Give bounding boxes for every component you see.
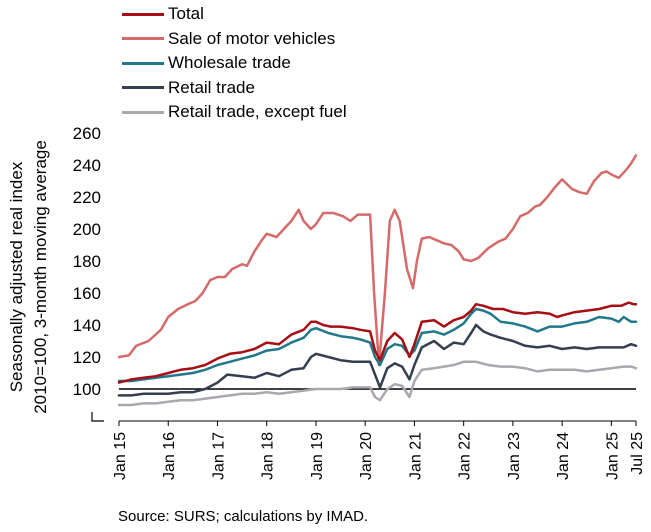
legend-item-motor-vehicles: Sale of motor vehicles [122, 27, 347, 52]
y-axis-label-line: 2010=100, 3-month moving average [31, 140, 50, 414]
legend-label-motor-vehicles: Sale of motor vehicles [168, 28, 336, 48]
legend-swatch-retail-except-fuel [122, 110, 164, 114]
y-tick-label: 260 [73, 124, 101, 143]
y-tick-label: 140 [73, 316, 101, 335]
axis-break-line [91, 412, 104, 422]
x-tick-label: Jan 17 [210, 432, 227, 480]
x-tick-label: Jul 25 [629, 432, 646, 475]
x-tick-label: Jan 25 [604, 432, 621, 480]
legend-item-total: Total [122, 2, 347, 27]
series-lines [117, 154, 638, 407]
y-tick-label: 220 [73, 188, 101, 207]
series-line-wholesale-trade [117, 307, 638, 383]
x-tick-label: Jan 22 [457, 432, 474, 480]
x-tick-label: Jan 23 [506, 432, 523, 480]
legend-swatch-total [122, 12, 164, 16]
legend-item-retail: Retail trade [122, 76, 347, 101]
legend-swatch-wholesale [122, 61, 164, 65]
y-tick-label: 100 [73, 380, 101, 399]
y-tick-label: 120 [73, 348, 101, 367]
legend: Total Sale of motor vehicles Wholesale t… [122, 2, 347, 125]
legend-swatch-retail [122, 86, 164, 90]
legend-label-retail: Retail trade [168, 77, 255, 97]
y-axis-ticks: 100 120 140 160 180 200 220 240 260 [73, 124, 101, 399]
y-axis-label-line: Seasonally adjusted real index [7, 161, 26, 392]
legend-label-total: Total [168, 4, 204, 24]
x-tick-label: Jan 20 [358, 432, 375, 480]
y-tick-label: 180 [73, 252, 101, 271]
x-tick-label: Jan 19 [309, 432, 326, 480]
series-line-retail-trade [117, 323, 638, 397]
source-note: Source: SURS; calculations by IMAD. [118, 508, 369, 525]
legend-swatch-motor-vehicles [122, 37, 164, 41]
legend-item-retail-except-fuel: Retail trade, except fuel [122, 100, 347, 125]
y-tick-label: 200 [73, 220, 101, 239]
legend-label-wholesale: Wholesale trade [168, 53, 291, 73]
x-tick-label: Jan 21 [407, 432, 424, 480]
y-tick-label: 160 [73, 284, 101, 303]
x-tick-label: Jan 15 [112, 432, 129, 480]
y-tick-label: 240 [73, 156, 101, 175]
y-axis-label: Seasonally adjusted real index 2010=100, … [7, 140, 50, 414]
x-tick-label: Jan 18 [260, 432, 277, 480]
series-line-sale-of-motor-vehicles [117, 154, 638, 367]
legend-label-retail-except-fuel: Retail trade, except fuel [168, 102, 347, 122]
axis-break-marker [91, 412, 104, 422]
x-axis-ticks: Jan 15 Jan 16 Jan 17 Jan 18 Jan 19 Jan 20 Jan … [112, 420, 646, 480]
legend-item-wholesale: Wholesale trade [122, 51, 347, 76]
x-tick-label: Jan 16 [161, 432, 178, 480]
series-line-total [117, 301, 638, 384]
x-tick-label: Jan 24 [555, 432, 572, 480]
series-line-retail-trade-except-fuel [117, 360, 638, 407]
